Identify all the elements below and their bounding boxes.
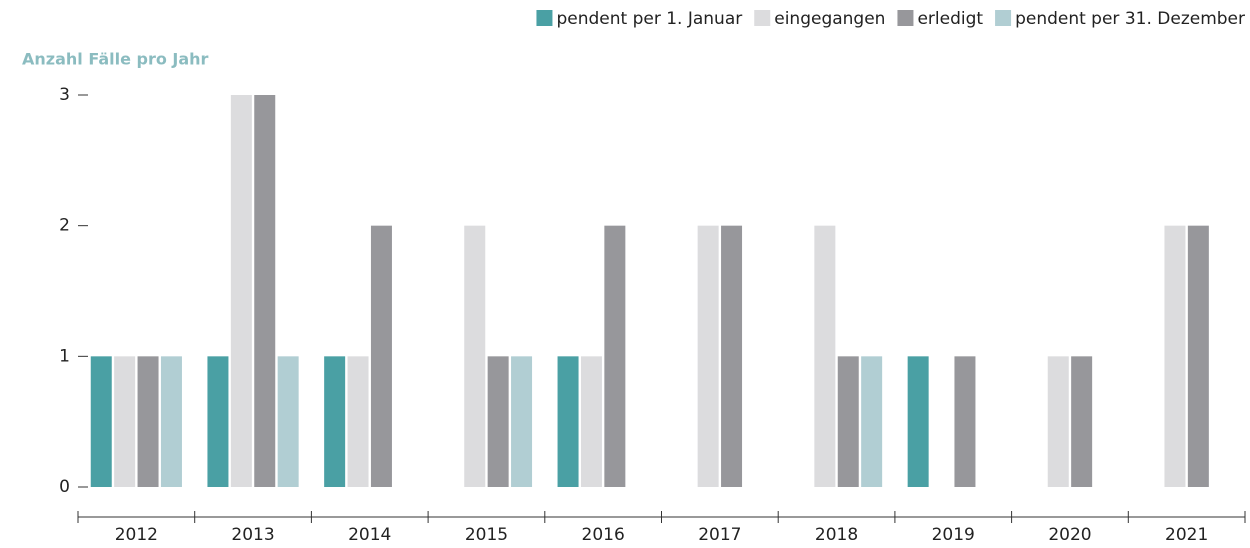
bar — [814, 225, 836, 487]
bar — [347, 356, 369, 487]
bar — [464, 225, 486, 487]
y-tick-label: 3 — [59, 85, 70, 105]
x-tick-label: 2016 — [582, 525, 625, 545]
bar — [230, 95, 252, 487]
bar — [1164, 225, 1186, 487]
bar — [207, 356, 229, 487]
legend-swatch — [995, 10, 1012, 26]
x-tick-label: 2012 — [115, 525, 158, 545]
bar — [114, 356, 136, 487]
bar — [1071, 356, 1093, 487]
y-tick-label: 0 — [59, 477, 70, 497]
x-tick-label: 2017 — [698, 525, 741, 545]
bar — [907, 356, 929, 487]
bar — [277, 356, 299, 487]
bar — [697, 225, 719, 487]
bar — [487, 356, 509, 487]
legend-label: erledigt — [917, 9, 983, 29]
legend-swatch — [536, 10, 553, 26]
bar — [837, 356, 859, 487]
bar — [511, 356, 533, 487]
x-tick-label: 2019 — [932, 525, 975, 545]
bar — [557, 356, 579, 487]
y-tick-label: 1 — [59, 346, 70, 366]
x-tick-label: 2015 — [465, 525, 508, 545]
legend-swatch — [897, 10, 914, 26]
x-tick-label: 2013 — [231, 525, 274, 545]
bar — [580, 356, 602, 487]
bar — [370, 225, 392, 487]
legend-label: pendent per 31. Dezember — [1015, 9, 1245, 29]
y-tick-label: 2 — [59, 216, 70, 236]
bar — [1047, 356, 1069, 487]
bar — [954, 356, 976, 487]
legend-swatch — [754, 10, 771, 26]
bar — [604, 225, 626, 487]
bar — [324, 356, 346, 487]
bar — [137, 356, 159, 487]
bar — [90, 356, 112, 487]
x-tick-label: 2018 — [815, 525, 858, 545]
legend-label: eingegangen — [774, 9, 885, 29]
chart-title: Anzahl Fälle pro Jahr — [22, 50, 209, 69]
x-tick-label: 2021 — [1165, 525, 1208, 545]
legend-label: pendent per 1. Januar — [556, 9, 742, 29]
bar — [861, 356, 883, 487]
x-tick-label: 2014 — [348, 525, 391, 545]
bar — [160, 356, 182, 487]
bar — [721, 225, 743, 487]
bar — [254, 95, 276, 487]
bar — [1187, 225, 1209, 487]
x-tick-label: 2020 — [1048, 525, 1091, 545]
